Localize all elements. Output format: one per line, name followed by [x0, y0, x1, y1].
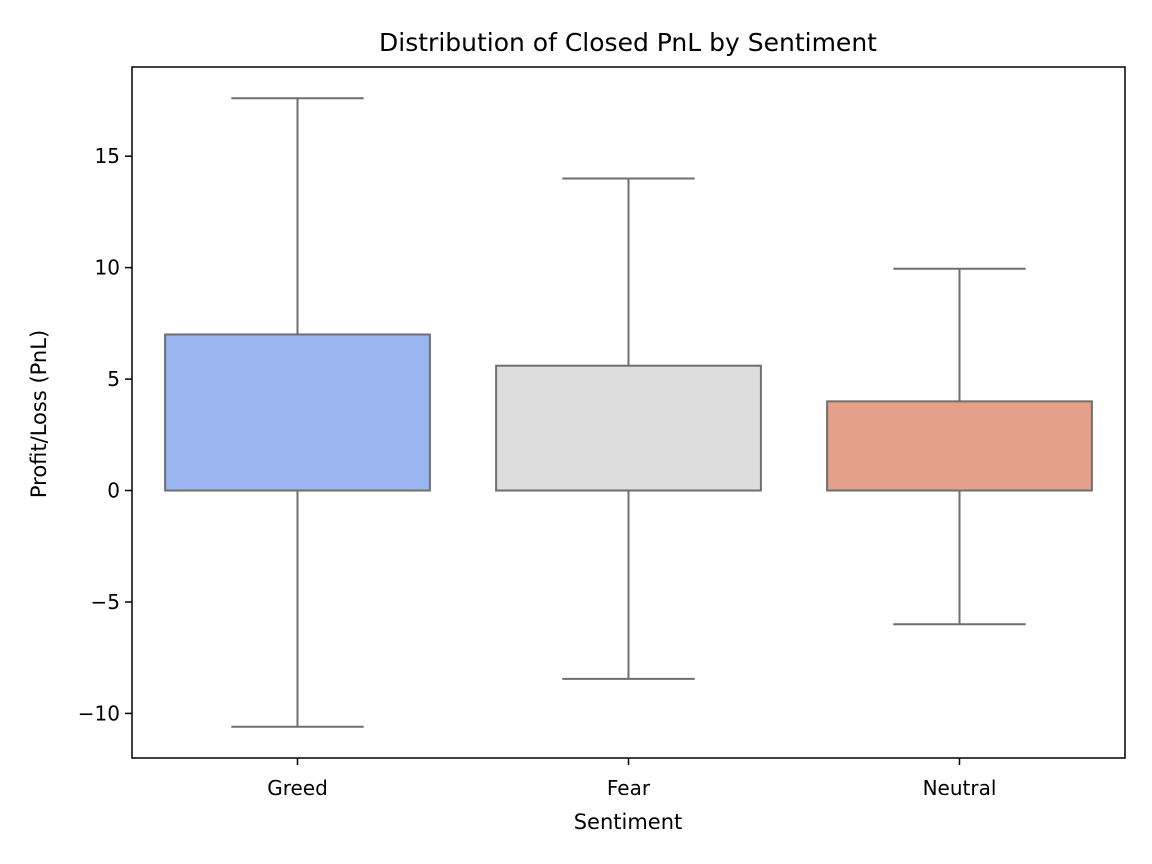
y-tick-label: −5 [91, 590, 120, 614]
x-tick-label: Neutral [923, 776, 997, 800]
x-tick-label: Greed [267, 776, 328, 800]
y-tick-label: 10 [95, 256, 120, 280]
y-tick-label: 5 [107, 367, 120, 391]
x-axis-label: Sentiment [574, 810, 683, 834]
y-axis-label: Profit/Loss (PnL) [27, 330, 51, 498]
x-tick-label: Fear [607, 776, 651, 800]
box-iqr [495, 364, 762, 492]
y-tick-label: −10 [78, 701, 120, 725]
box-iqr [826, 400, 1093, 492]
y-axis: −10 −5 0 5 10 15 [78, 144, 132, 725]
box-fear [495, 177, 762, 680]
box-greed [164, 97, 431, 728]
box-iqr [164, 333, 431, 492]
y-tick-label: 15 [95, 144, 120, 168]
plot-area [164, 97, 1093, 728]
x-axis: Greed Fear Neutral [267, 758, 996, 800]
y-tick-label: 0 [107, 479, 120, 503]
chart-title: Distribution of Closed PnL by Sentiment [379, 28, 877, 57]
box-neutral [826, 267, 1093, 626]
